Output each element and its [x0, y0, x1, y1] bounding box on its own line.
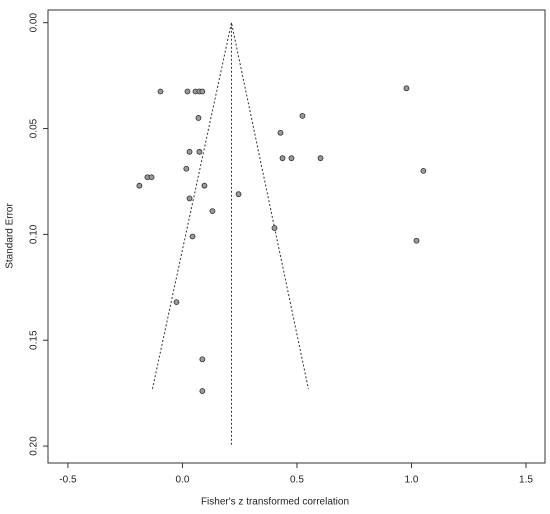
point — [183, 165, 190, 172]
point — [136, 182, 143, 189]
y-tick-label: 0.15 — [29, 330, 40, 350]
point — [420, 167, 427, 174]
point — [199, 388, 206, 394]
x-tick-label: 0.5 — [290, 475, 304, 486]
point — [186, 148, 193, 155]
x-tick-label: 1.0 — [405, 475, 419, 486]
point — [288, 155, 295, 162]
x-tick-label: -0.5 — [59, 475, 77, 486]
point — [196, 148, 203, 155]
x-tick-label: 0.0 — [175, 475, 189, 486]
point — [209, 208, 216, 214]
y-tick-label: 0.10 — [29, 224, 40, 244]
point — [413, 237, 420, 244]
point — [157, 88, 164, 95]
x-axis-label: Fisher's z transformed correlation — [201, 497, 349, 508]
y-tick-label: 0.00 — [29, 13, 40, 33]
funnel-line — [151, 22, 309, 390]
point — [184, 88, 191, 95]
point — [186, 195, 193, 202]
point — [189, 233, 196, 240]
point — [195, 115, 202, 121]
point — [199, 88, 206, 95]
point — [403, 85, 410, 92]
point — [299, 112, 306, 119]
y-axis-label: Standard Error — [5, 203, 16, 269]
point — [199, 356, 206, 363]
plot-frame — [47, 9, 546, 464]
point — [317, 155, 324, 162]
point — [148, 174, 155, 181]
y-tick-label: 0.05 — [29, 118, 40, 138]
point — [235, 191, 242, 198]
x-tick-label: 1.5 — [519, 475, 533, 486]
y-tick-label: 0.20 — [29, 436, 40, 456]
point — [201, 182, 208, 189]
point — [173, 299, 180, 306]
point — [279, 155, 286, 162]
point — [277, 129, 284, 136]
point — [271, 225, 278, 231]
